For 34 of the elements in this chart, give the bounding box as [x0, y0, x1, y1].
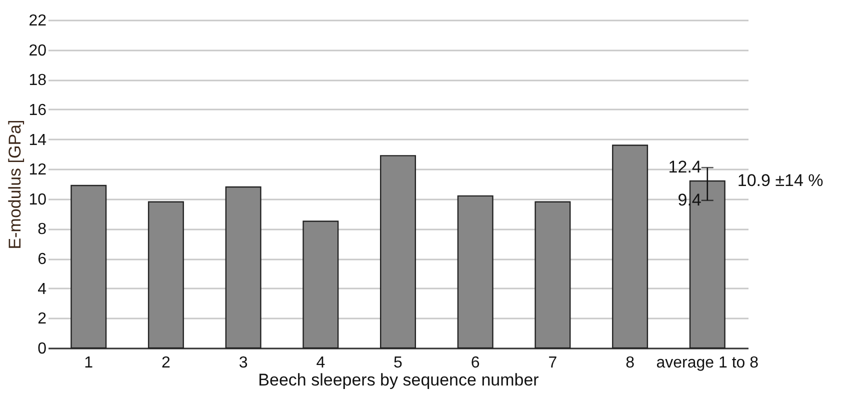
y-tick-label: 2: [38, 310, 47, 328]
bar: [148, 201, 184, 349]
x-tick-label: average 1 to 8: [656, 354, 759, 372]
y-tick-label: 22: [28, 12, 47, 30]
y-axis-title: E-modulus [GPa]: [6, 120, 25, 250]
bar: [534, 201, 571, 349]
x-tick-label: 8: [626, 354, 635, 372]
y-tick-label: 10: [28, 191, 47, 208]
x-tick-label: 3: [238, 354, 248, 372]
x-tick-label: 4: [316, 354, 326, 372]
x-tick-label: 6: [470, 354, 480, 372]
y-tick-label: 6: [38, 251, 47, 268]
annotation: 10.9 ±14 %: [737, 171, 824, 190]
x-tick-label: 7: [548, 354, 558, 372]
x-tick-label: 1: [84, 354, 94, 372]
y-tick-label: 8: [38, 221, 47, 238]
bar: [70, 184, 107, 349]
y-tick-label: 14: [28, 132, 47, 149]
bar: [225, 186, 262, 349]
y-tick-label: 12: [28, 162, 47, 179]
x-axis-title: Beech sleepers by sequence number: [258, 370, 540, 390]
annotation: 12.4: [668, 158, 702, 177]
y-tick-label: 4: [38, 280, 47, 298]
x-tick-label: 5: [394, 354, 403, 372]
bar: [380, 155, 416, 349]
x-tick-label: 2: [162, 354, 171, 372]
y-tick-label: 16: [28, 102, 47, 119]
y-tick-label: 18: [28, 72, 47, 90]
bar: [302, 220, 339, 349]
y-tick-label: 0: [38, 340, 47, 358]
bar: [457, 195, 494, 349]
bar: [612, 144, 648, 349]
annotation: 9.4: [678, 190, 702, 210]
y-tick-label: 20: [28, 42, 47, 60]
